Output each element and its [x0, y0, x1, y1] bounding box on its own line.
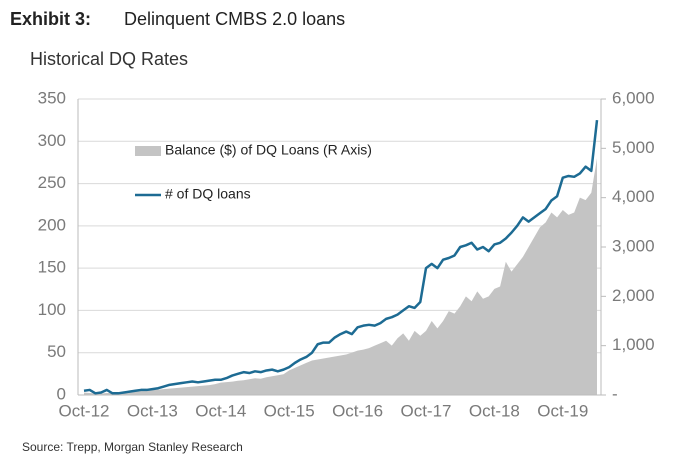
y2-tick-label: 3,000 — [612, 236, 655, 255]
title-label: Exhibit 3: — [10, 9, 91, 29]
x-tick-label: Oct-17 — [400, 401, 451, 420]
x-tick-label: Oct-14 — [195, 401, 246, 420]
x-tick-label: Oct-15 — [264, 401, 315, 420]
y2-tick-label: 2,000 — [612, 286, 655, 305]
y-tick-label: 100 — [38, 300, 66, 319]
chart-title: Delinquent CMBS 2.0 loans — [124, 9, 345, 29]
y-tick-label: 200 — [38, 215, 66, 234]
y-tick-label: 150 — [38, 258, 66, 277]
y2-tick-label: 4,000 — [612, 187, 655, 206]
x-tick-label: Oct-16 — [332, 401, 383, 420]
area — [84, 158, 597, 395]
chart-subtitle: Historical DQ Rates — [30, 49, 188, 69]
line — [83, 120, 599, 395]
x-tick-label: Oct-13 — [127, 401, 178, 420]
y-tick-label: 350 — [38, 88, 66, 107]
y-tick-label: 300 — [38, 131, 66, 150]
x-tick-label: Oct-18 — [469, 401, 520, 420]
y-tick-label: 250 — [38, 173, 66, 192]
y-tick-label: 50 — [47, 342, 66, 361]
y2-tick-label: 6,000 — [612, 88, 655, 107]
y2-tick-label: 5,000 — [612, 138, 655, 157]
source-note: Source: Trepp, Morgan Stanley Research — [22, 440, 243, 454]
x-tick-label: Oct-19 — [537, 401, 588, 420]
y-tick-label: 0 — [57, 384, 66, 403]
x-tick-label: Oct-12 — [58, 401, 109, 420]
y2-tick-label: - — [612, 384, 618, 403]
legend-label: Balance ($) of DQ Loans (R Axis) — [165, 142, 372, 158]
legend-label: # of DQ loans — [165, 186, 251, 202]
y2-tick-label: 1,000 — [612, 335, 655, 354]
legend-swatch — [135, 146, 161, 156]
